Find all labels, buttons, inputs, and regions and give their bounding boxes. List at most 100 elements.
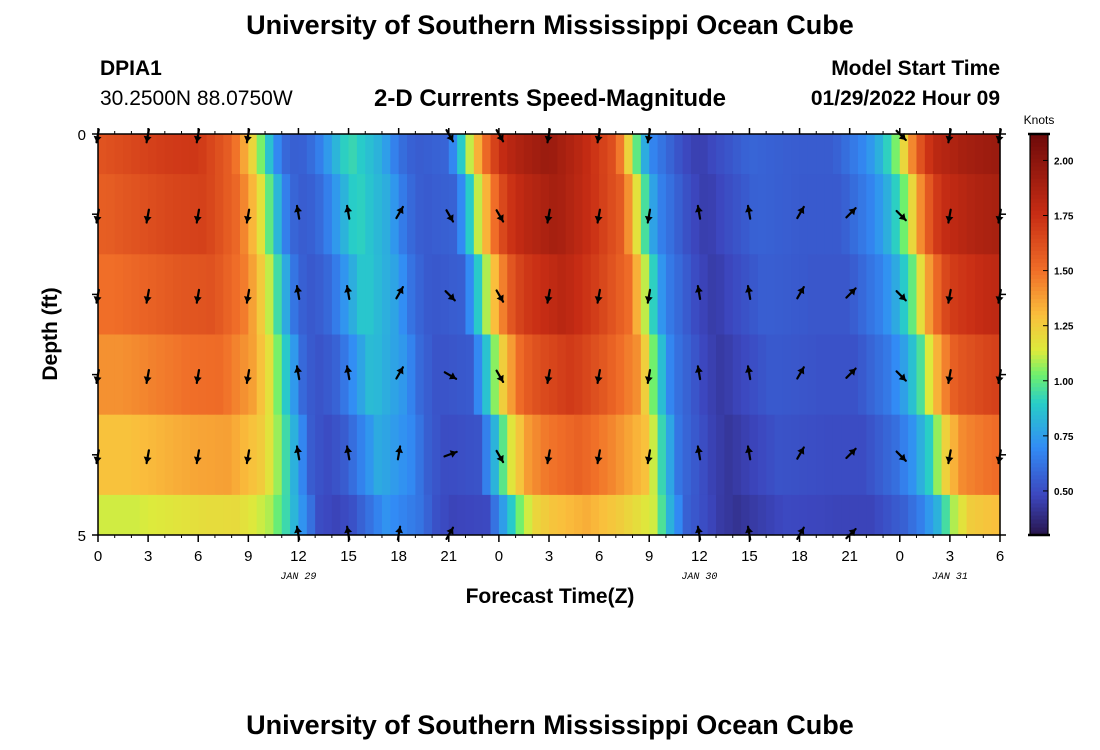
heatmap-cell bbox=[807, 134, 817, 175]
heatmap-cell bbox=[565, 134, 575, 175]
heatmap-cell bbox=[540, 334, 550, 416]
heatmap-cell bbox=[891, 134, 901, 175]
colorbar-segment bbox=[1030, 406, 1048, 412]
heatmap-cell bbox=[164, 414, 174, 496]
arrow-head bbox=[898, 373, 906, 381]
heatmap-cell bbox=[189, 174, 199, 255]
heatmap-cell bbox=[465, 254, 475, 335]
heatmap-cell bbox=[699, 174, 709, 255]
heatmap-cell bbox=[574, 494, 584, 536]
heatmap-cell bbox=[991, 494, 1001, 536]
arrow-head bbox=[496, 134, 504, 142]
heatmap-cell bbox=[716, 174, 725, 255]
chart-subtitle: 2-D Currents Speed-Magnitude bbox=[373, 85, 727, 112]
heatmap-cell bbox=[599, 134, 609, 175]
heatmap-cell bbox=[156, 254, 166, 335]
colorbar-segment bbox=[1030, 354, 1048, 360]
heatmap-cell bbox=[131, 174, 141, 255]
heatmap-cell bbox=[724, 414, 734, 496]
heatmap-cell bbox=[899, 134, 909, 175]
heatmap-cell bbox=[615, 334, 625, 416]
heatmap-cell bbox=[298, 494, 308, 536]
heatmap-cell bbox=[114, 494, 124, 536]
colorbar-segment bbox=[1030, 222, 1048, 227]
heatmap-cell bbox=[916, 414, 926, 496]
heatmap-cell bbox=[306, 414, 316, 496]
heatmap-cell bbox=[883, 254, 893, 335]
heatmap-cell bbox=[540, 414, 550, 496]
current-arrow bbox=[845, 447, 857, 460]
heatmap-cell bbox=[858, 174, 867, 255]
heatmap-cell bbox=[189, 414, 199, 496]
arrow-head bbox=[695, 205, 703, 213]
heatmap-cell bbox=[98, 414, 107, 496]
heatmap-cell bbox=[523, 334, 533, 416]
heatmap-cell bbox=[164, 134, 174, 175]
heatmap-cell bbox=[732, 414, 742, 496]
date-label: JAN 29 bbox=[280, 572, 316, 580]
heatmap-cell bbox=[231, 254, 241, 335]
heatmap-cell bbox=[173, 494, 183, 536]
heatmap-cell bbox=[98, 334, 107, 416]
heatmap-cell bbox=[256, 174, 266, 255]
current-arrow bbox=[443, 371, 458, 380]
heatmap-cell bbox=[766, 134, 776, 175]
heatmap-cell bbox=[707, 494, 717, 536]
heatmap-cell bbox=[181, 414, 191, 496]
current-arrow bbox=[845, 207, 857, 219]
heatmap-cell bbox=[348, 254, 358, 335]
heatmap-cell bbox=[941, 174, 951, 255]
x-tick-label: 18 bbox=[791, 548, 808, 565]
heatmap-cell bbox=[824, 174, 834, 255]
heatmap-cell bbox=[498, 414, 508, 496]
heatmap-cell bbox=[816, 494, 826, 536]
arrow-head bbox=[945, 456, 954, 464]
heatmap-cell bbox=[448, 494, 458, 536]
heatmap-cell bbox=[807, 414, 817, 496]
heatmap-cell bbox=[782, 414, 792, 496]
x-axis-label: Forecast Time(Z) bbox=[465, 585, 635, 608]
heatmap-cell bbox=[674, 334, 684, 416]
heatmap-cell bbox=[532, 414, 542, 496]
x-tick-label: 6 bbox=[996, 548, 1004, 565]
heatmap-cell bbox=[966, 134, 976, 175]
heatmap-cell bbox=[874, 334, 884, 416]
heatmap-cell bbox=[891, 334, 901, 416]
heatmap-cell bbox=[832, 254, 842, 335]
heatmap-cell bbox=[824, 334, 834, 416]
arrow-head bbox=[544, 135, 553, 143]
colorbar-segment bbox=[1030, 378, 1048, 384]
heatmap-cell bbox=[816, 254, 826, 335]
heatmap-cell bbox=[657, 494, 667, 536]
heatmap-cell bbox=[690, 334, 700, 416]
current-arrow bbox=[143, 369, 152, 384]
heatmap-cell bbox=[348, 414, 358, 496]
colorbar-segment bbox=[1030, 362, 1048, 368]
heatmap-cell bbox=[924, 334, 934, 416]
heatmap-cell bbox=[974, 254, 984, 335]
date-label: JAN 30 bbox=[681, 572, 717, 580]
current-arrow bbox=[193, 208, 202, 224]
heatmap-cell bbox=[482, 174, 492, 255]
heatmap-cell bbox=[390, 134, 400, 175]
x-tick-label: 6 bbox=[595, 548, 603, 565]
heatmap-cell bbox=[131, 414, 141, 496]
heatmap-cell bbox=[440, 334, 450, 416]
arrow-head bbox=[594, 135, 603, 143]
heatmap-cell bbox=[223, 494, 233, 536]
heatmap-cell bbox=[682, 174, 692, 255]
heatmap-cell bbox=[690, 494, 700, 536]
heatmap-cell bbox=[256, 414, 266, 496]
heatmap-cell bbox=[156, 334, 166, 416]
heatmap-cell bbox=[757, 494, 767, 536]
heatmap-cell bbox=[657, 174, 667, 255]
heatmap-cell bbox=[423, 174, 433, 255]
colorbar-segment bbox=[1030, 198, 1048, 203]
colorbar: Knots 0.50 0.75 1.00 1.25 1.50 1.75 2.00 bbox=[1024, 113, 1074, 537]
arrow-head bbox=[193, 456, 202, 464]
heatmap-cell bbox=[966, 334, 976, 416]
colorbar-segment bbox=[1030, 458, 1048, 464]
arrow-head bbox=[143, 135, 152, 143]
heatmap-cell bbox=[841, 254, 851, 335]
heatmap-cell bbox=[807, 334, 817, 416]
